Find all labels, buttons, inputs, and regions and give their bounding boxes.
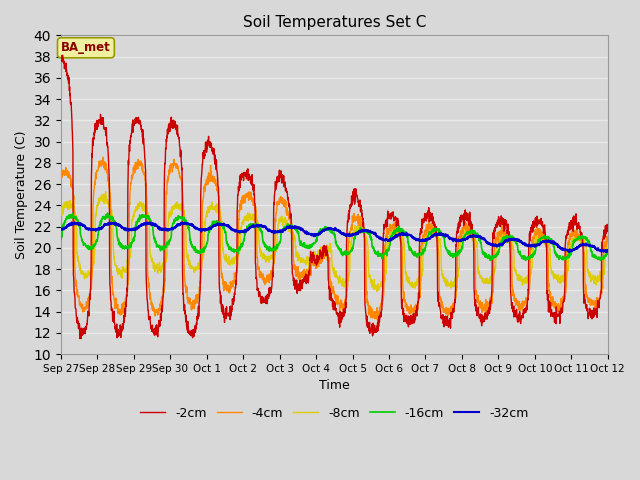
-8cm <box>632 275 640 281</box>
-8cm <box>373 288 381 294</box>
-4cm <box>372 316 380 322</box>
-4cm <box>388 225 396 230</box>
-4cm <box>116 310 124 315</box>
-32cm <box>529 243 536 249</box>
-2cm <box>632 300 640 306</box>
-2cm <box>77 336 85 341</box>
-2cm <box>116 329 124 335</box>
Title: Soil Temperatures Set C: Soil Temperatures Set C <box>243 15 426 30</box>
Line: -4cm: -4cm <box>61 157 640 319</box>
-32cm <box>388 236 396 242</box>
-16cm <box>632 256 640 262</box>
Line: -16cm: -16cm <box>61 213 640 261</box>
-16cm <box>241 231 249 237</box>
Line: -2cm: -2cm <box>61 55 640 338</box>
Legend: -2cm, -4cm, -8cm, -16cm, -32cm: -2cm, -4cm, -8cm, -16cm, -32cm <box>135 402 534 425</box>
-32cm <box>57 226 65 232</box>
-16cm <box>104 210 111 216</box>
-32cm <box>632 248 640 253</box>
Text: BA_met: BA_met <box>61 41 111 54</box>
-16cm <box>561 256 569 262</box>
X-axis label: Time: Time <box>319 379 349 392</box>
-4cm <box>241 192 249 197</box>
-8cm <box>529 249 536 254</box>
-32cm <box>147 219 154 225</box>
-4cm <box>561 289 569 295</box>
Line: -32cm: -32cm <box>61 222 640 252</box>
-2cm <box>59 52 67 58</box>
-16cm <box>57 237 65 242</box>
-8cm <box>561 273 569 278</box>
-2cm <box>388 210 396 216</box>
Y-axis label: Soil Temperature (C): Soil Temperature (C) <box>15 131 28 259</box>
-16cm <box>529 254 536 260</box>
-2cm <box>561 240 569 246</box>
-8cm <box>388 229 396 235</box>
-4cm <box>632 296 640 302</box>
-8cm <box>241 216 249 222</box>
-8cm <box>102 189 109 194</box>
-2cm <box>57 57 65 62</box>
-4cm <box>57 171 65 177</box>
-2cm <box>242 173 250 179</box>
-32cm <box>561 247 569 252</box>
-8cm <box>116 270 124 276</box>
-2cm <box>529 229 536 235</box>
-4cm <box>529 238 536 244</box>
-8cm <box>57 209 65 215</box>
Line: -8cm: -8cm <box>61 192 640 291</box>
-32cm <box>566 249 573 255</box>
-4cm <box>99 155 107 160</box>
-16cm <box>388 234 396 240</box>
-32cm <box>241 228 249 234</box>
-32cm <box>115 223 123 228</box>
-16cm <box>522 258 529 264</box>
-16cm <box>116 241 124 247</box>
